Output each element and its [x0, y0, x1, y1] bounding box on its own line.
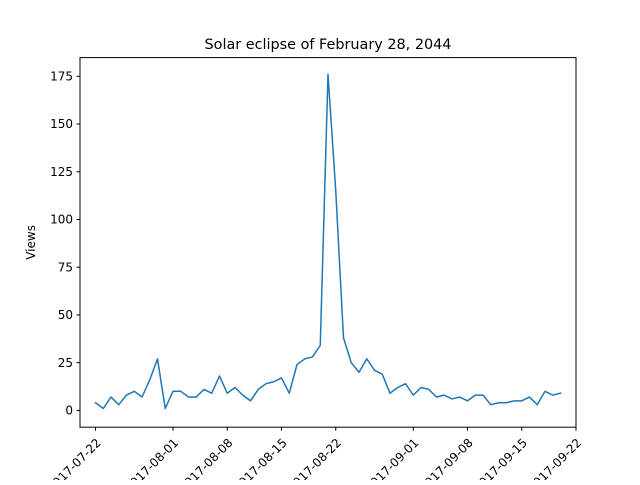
y-tick-label: 25	[58, 356, 73, 370]
x-tick-label: 2017-08-15	[231, 436, 290, 480]
y-tick-label: 175	[50, 70, 73, 84]
plot-frame	[79, 57, 577, 428]
y-tick-label: 0	[65, 404, 73, 418]
y-tick-label: 125	[50, 165, 73, 179]
x-axis: 2017-07-22 2017-08-012017-08-082017-08-15…	[45, 427, 584, 485]
plot-area	[94, 73, 562, 410]
series-line-0	[94, 73, 562, 410]
x-tick-label: 2017-09-08	[417, 436, 476, 480]
x-tick-label: 2017-09-15	[471, 436, 530, 480]
y-tick-label: 50	[58, 308, 73, 322]
x-tick-label: 2017-09-22	[525, 436, 584, 480]
chart-title: Solar eclipse of February 28, 2044	[205, 37, 452, 53]
x-tick-label: 2017-08-08	[176, 436, 235, 480]
y-axis-label: Views	[24, 225, 38, 260]
x-tick-label: 2017-07-22	[45, 436, 104, 480]
y-tick-label: 75	[58, 260, 73, 274]
y-tick-label: 150	[50, 117, 73, 131]
x-tick-label: 2017-08-01	[122, 436, 181, 480]
y-tick-label: 100	[50, 213, 73, 227]
y-axis: 0 25 50 75 100 125 150 175	[50, 70, 80, 418]
x-tick-label: 2017-09-01	[362, 436, 421, 480]
x-tick-label: 2017-08-22	[285, 436, 344, 480]
